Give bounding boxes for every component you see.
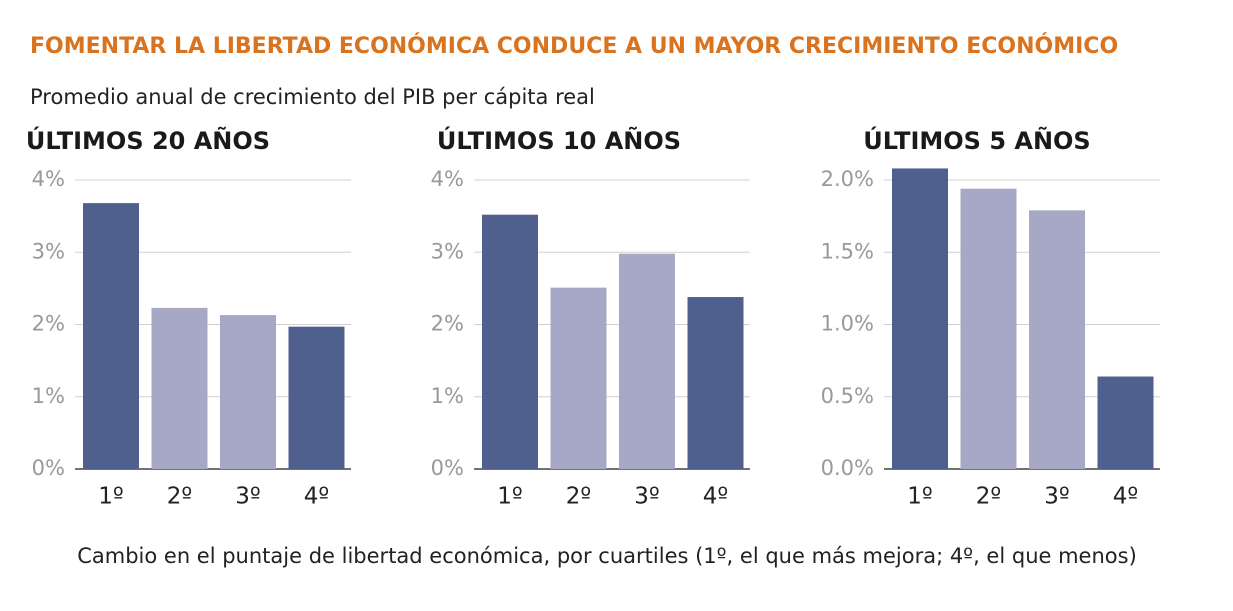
x-tick-label: 3º bbox=[634, 484, 659, 510]
x-tick-label: 4º bbox=[703, 484, 728, 510]
bar bbox=[151, 307, 208, 469]
x-tick-label: 4º bbox=[304, 484, 329, 510]
x-tick-label: 1º bbox=[98, 484, 123, 510]
bar bbox=[1097, 376, 1154, 469]
bar bbox=[550, 287, 607, 469]
subtitle: Promedio anual de crecimiento del PIB pe… bbox=[30, 85, 595, 109]
y-tick-label: 0.0% bbox=[821, 456, 874, 480]
y-tick-label: 1.5% bbox=[821, 239, 874, 263]
x-tick-label: 1º bbox=[497, 484, 522, 510]
y-tick-label: 2% bbox=[32, 312, 65, 336]
bar bbox=[220, 315, 276, 469]
x-tick-label: 2º bbox=[566, 484, 591, 510]
panel-title: ÚLTIMOS 10 AÑOS bbox=[437, 125, 681, 155]
bar bbox=[83, 203, 139, 469]
x-axis-label: Cambio en el puntaje de libertad económi… bbox=[77, 544, 1137, 568]
bar bbox=[892, 168, 948, 469]
bar bbox=[288, 326, 345, 469]
x-tick-label: 1º bbox=[907, 484, 932, 510]
bar bbox=[1029, 210, 1085, 469]
panel-title: ÚLTIMOS 5 AÑOS bbox=[863, 125, 1090, 155]
x-tick-label: 2º bbox=[976, 484, 1001, 510]
x-tick-label: 4º bbox=[1113, 484, 1138, 510]
chart-title: FOMENTAR LA LIBERTAD ECONÓMICA CONDUCE A… bbox=[30, 33, 1118, 59]
y-tick-label: 0% bbox=[32, 456, 65, 480]
y-tick-label: 4% bbox=[32, 167, 65, 191]
y-tick-label: 3% bbox=[431, 239, 464, 263]
bar bbox=[960, 188, 1017, 470]
y-tick-label: 1% bbox=[32, 384, 65, 408]
y-tick-label: 0.5% bbox=[821, 384, 874, 408]
y-tick-label: 1.0% bbox=[821, 312, 874, 336]
x-tick-label: 2º bbox=[167, 484, 192, 510]
y-tick-label: 3% bbox=[32, 239, 65, 263]
y-tick-label: 2.0% bbox=[821, 167, 874, 191]
x-tick-label: 3º bbox=[235, 484, 260, 510]
y-tick-label: 1% bbox=[431, 384, 464, 408]
bar bbox=[619, 253, 675, 469]
panel-title: ÚLTIMOS 20 AÑOS bbox=[26, 125, 270, 155]
x-tick-label: 3º bbox=[1044, 484, 1069, 510]
bar bbox=[482, 214, 538, 469]
bar bbox=[687, 297, 744, 469]
y-tick-label: 0% bbox=[431, 456, 464, 480]
y-tick-label: 2% bbox=[431, 312, 464, 336]
y-tick-label: 4% bbox=[431, 167, 464, 191]
